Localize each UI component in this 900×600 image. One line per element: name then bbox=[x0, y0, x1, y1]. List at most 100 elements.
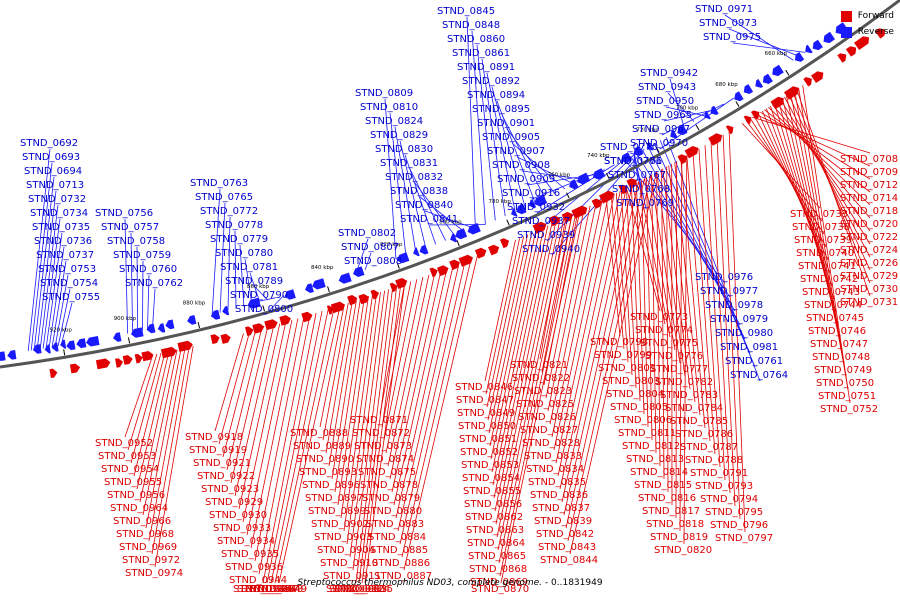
forward-gene-arrow bbox=[591, 198, 602, 209]
forward-gene-label: STND_0796 bbox=[710, 520, 768, 531]
reverse-gene-label: STND_0979 bbox=[710, 314, 768, 325]
forward-gene-arrow bbox=[220, 333, 231, 344]
forward-gene-label: STND_0785 bbox=[670, 416, 728, 427]
forward-gene-label: STND_0946 bbox=[237, 584, 295, 595]
reverse-gene-label: STND_0734 bbox=[30, 208, 88, 219]
leader-line bbox=[124, 354, 154, 438]
reverse-gene-arrow bbox=[397, 252, 410, 264]
forward-gene-label: STND_0918 bbox=[185, 432, 243, 443]
reverse-gene-arrow bbox=[772, 64, 784, 77]
reverse-gene-label: STND_0970 bbox=[630, 138, 688, 149]
forward-gene-label: STND_0793 bbox=[695, 481, 753, 492]
forward-gene-label: STND_0749 bbox=[814, 365, 872, 376]
forward-gene-label: STND_0883 bbox=[366, 519, 424, 530]
leader-line bbox=[679, 158, 683, 532]
forward-gene-label: STND_0922 bbox=[197, 471, 255, 482]
leader-line bbox=[254, 286, 269, 301]
reverse-gene-label: STND_0861 bbox=[452, 48, 510, 59]
leader-line bbox=[127, 353, 158, 451]
forward-gene-label: STND_0889 bbox=[293, 441, 351, 452]
leader-line bbox=[355, 238, 369, 274]
reverse-label: Reverse bbox=[857, 27, 894, 37]
reverse-gene-label: STND_0916 bbox=[502, 188, 560, 199]
reverse-gene-label: STND_0971 bbox=[695, 4, 753, 15]
forward-gene-arrow bbox=[429, 267, 438, 278]
leader-line bbox=[389, 112, 407, 256]
forward-gene-label: STND_0822 bbox=[512, 373, 570, 384]
forward-gene-arrow bbox=[69, 363, 81, 374]
forward-gene-label: STND_0885 bbox=[370, 545, 428, 556]
reverse-gene-label: STND_0810 bbox=[360, 102, 418, 113]
leader-line bbox=[494, 221, 557, 512]
leader-line bbox=[51, 260, 67, 348]
reverse-gene-label: STND_0779 bbox=[210, 234, 268, 245]
leader-line bbox=[488, 232, 533, 434]
tick-mark bbox=[695, 124, 700, 131]
leader-line bbox=[485, 238, 520, 395]
reverse-gene-label: STND_0694 bbox=[24, 166, 82, 177]
forward-label: Forward bbox=[857, 11, 894, 21]
forward-gene-label: STND_0890 bbox=[296, 454, 354, 465]
forward-gene-label: STND_0853 bbox=[461, 460, 519, 471]
forward-gene-arrow bbox=[803, 77, 812, 87]
reverse-gene-arrow bbox=[60, 339, 67, 349]
tick-mark bbox=[127, 337, 131, 344]
forward-gene-label: STND_0783 bbox=[660, 390, 718, 401]
leader-line bbox=[419, 196, 466, 234]
leader-line bbox=[249, 272, 261, 303]
leader-line bbox=[39, 204, 59, 350]
caption-organism: Streptococcus thermophilus ND03, complet… bbox=[297, 578, 543, 588]
reverse-gene-label: STND_0807 bbox=[341, 242, 399, 253]
forward-gene-label: STND_0914 bbox=[332, 584, 390, 595]
forward-gene-arrow bbox=[751, 110, 760, 120]
forward-gene-label: STND_0795 bbox=[705, 507, 763, 518]
leader-line bbox=[661, 169, 665, 480]
tick-label: 740 kbp bbox=[587, 153, 610, 159]
forward-gene-label: STND_0945 bbox=[233, 584, 291, 595]
forward-gene-arrow bbox=[437, 265, 449, 277]
forward-gene-label: STND_0819 bbox=[650, 532, 708, 543]
forward-gene-label: STND_0874 bbox=[356, 454, 414, 465]
forward-gene-arrow bbox=[677, 154, 688, 165]
tick-mark bbox=[63, 349, 66, 356]
reverse-gene-arrow bbox=[51, 342, 59, 352]
forward-gene-label: STND_0820 bbox=[654, 545, 712, 556]
tick-label: 880 kbp bbox=[183, 301, 206, 307]
forward-gene-label: STND_0839 bbox=[534, 516, 592, 527]
tick-mark bbox=[396, 262, 400, 269]
forward-gene-label: STND_0726 bbox=[840, 258, 898, 269]
tick-mark bbox=[456, 240, 460, 247]
reverse-gene-label: STND_0713 bbox=[26, 180, 84, 191]
tick-mark bbox=[327, 286, 330, 293]
forward-gene-label: STND_0953 bbox=[98, 451, 156, 462]
tick-label: 660 kbp bbox=[765, 51, 788, 57]
leader-line bbox=[340, 294, 373, 519]
forward-gene-label: STND_0750 bbox=[816, 378, 874, 389]
leader-line bbox=[30, 162, 53, 351]
leader-line bbox=[551, 199, 603, 438]
reverse-gene-label: STND_0824 bbox=[365, 116, 423, 127]
leader-line bbox=[496, 218, 565, 538]
leader-line bbox=[498, 214, 573, 564]
reverse-gene-label: STND_0790 bbox=[230, 290, 288, 301]
forward-gene-label: STND_0722 bbox=[840, 232, 898, 243]
forward-gene-label: STND_0794 bbox=[700, 494, 758, 505]
leader-line bbox=[650, 175, 681, 364]
reverse-gene-arrow bbox=[805, 44, 813, 54]
forward-gene-label: STND_0745 bbox=[806, 313, 864, 324]
leader-line bbox=[399, 140, 427, 249]
leader-line bbox=[136, 351, 170, 490]
forward-gene-label: STND_0712 bbox=[840, 180, 898, 191]
forward-gene-arrow bbox=[122, 355, 133, 365]
leader-line bbox=[227, 216, 231, 311]
leader-line bbox=[151, 346, 190, 555]
forward-gene-arrow bbox=[599, 190, 615, 204]
leader-line bbox=[57, 288, 71, 347]
tick-mark bbox=[605, 172, 610, 179]
leader-line bbox=[796, 89, 871, 297]
forward-gene-label: STND_0804 bbox=[606, 389, 664, 400]
forward-gene-label: STND_0791 bbox=[690, 468, 748, 479]
forward-gene-arrow bbox=[279, 315, 291, 326]
reverse-gene-arrow bbox=[187, 315, 197, 325]
forward-gene-label: STND_0878 bbox=[360, 480, 418, 491]
